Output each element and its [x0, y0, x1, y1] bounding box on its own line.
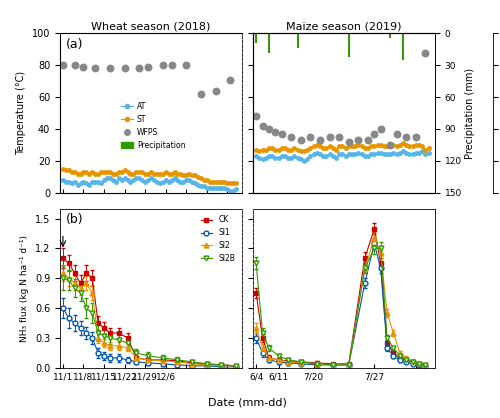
- Point: [212, 87, 220, 94]
- Point: [370, 130, 378, 137]
- Point: [422, 49, 430, 56]
- Point: [376, 126, 384, 133]
- Bar: [268, 33, 270, 53]
- Legend: CK, SI1, SI2, SI2B: CK, SI1, SI2, SI2B: [198, 212, 238, 266]
- Y-axis label: Temperature (°C): Temperature (°C): [16, 71, 26, 155]
- Y-axis label: NH₃ flux (kg N ha⁻¹ d⁻¹): NH₃ flux (kg N ha⁻¹ d⁻¹): [20, 235, 30, 342]
- Point: [326, 134, 334, 140]
- Bar: [86, 33, 87, 34]
- Bar: [255, 33, 257, 43]
- Point: [226, 76, 234, 83]
- Point: [354, 137, 362, 143]
- Title: Maize season (2019): Maize season (2019): [286, 21, 402, 31]
- Point: [59, 62, 67, 69]
- Point: [144, 64, 152, 70]
- Point: [345, 138, 353, 145]
- Point: [297, 137, 305, 143]
- Point: [316, 137, 324, 143]
- Point: [278, 130, 285, 137]
- Text: Date (mm-dd): Date (mm-dd): [208, 398, 287, 408]
- Bar: [82, 33, 84, 34]
- Point: [272, 129, 280, 135]
- Point: [392, 130, 400, 137]
- Bar: [212, 33, 214, 34]
- Bar: [124, 33, 126, 34]
- Point: [120, 65, 128, 72]
- Point: [182, 62, 190, 69]
- Legend: AT, ST, WFPS, Precipitation: AT, ST, WFPS, Precipitation: [118, 99, 188, 153]
- Bar: [390, 33, 391, 38]
- Bar: [126, 33, 128, 34]
- Point: [412, 134, 420, 140]
- Point: [386, 142, 394, 148]
- Point: [197, 91, 205, 97]
- Point: [288, 134, 296, 140]
- Point: [91, 65, 99, 72]
- Point: [402, 134, 410, 140]
- Text: (b): (b): [66, 213, 83, 227]
- Point: [364, 137, 372, 143]
- Title: Wheat season (2018): Wheat season (2018): [92, 21, 210, 31]
- Point: [168, 62, 175, 69]
- Point: [265, 126, 273, 133]
- Point: [306, 134, 314, 140]
- Point: [258, 122, 266, 129]
- Bar: [191, 33, 193, 34]
- Bar: [197, 33, 199, 34]
- Bar: [218, 33, 220, 34]
- Point: [335, 134, 343, 140]
- Bar: [214, 33, 216, 34]
- Bar: [194, 33, 196, 34]
- Point: [106, 65, 114, 72]
- Point: [80, 64, 88, 70]
- Y-axis label: Precipitation (mm): Precipitation (mm): [465, 67, 475, 158]
- Bar: [220, 33, 222, 34]
- Bar: [348, 33, 350, 57]
- Point: [136, 65, 143, 72]
- Point: [159, 62, 167, 69]
- Bar: [402, 33, 404, 60]
- Bar: [296, 33, 298, 48]
- Bar: [224, 33, 226, 34]
- Bar: [188, 33, 190, 34]
- Text: (a): (a): [66, 38, 83, 51]
- Point: [70, 62, 78, 69]
- Point: [252, 113, 260, 120]
